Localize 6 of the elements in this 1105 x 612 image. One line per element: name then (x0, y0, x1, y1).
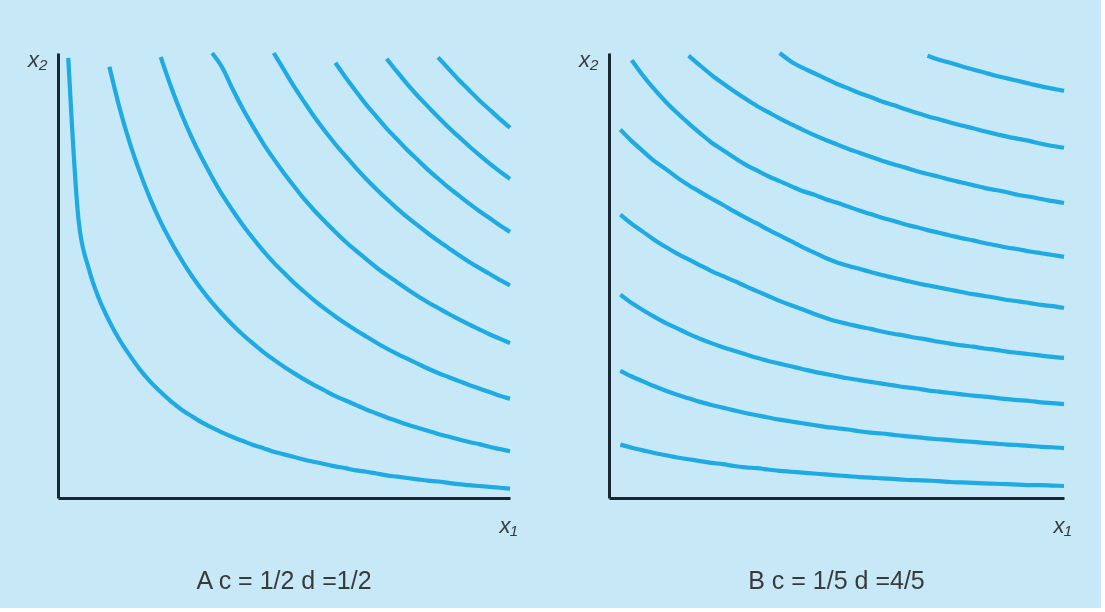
y-axis-title: x₂ (27, 46, 49, 72)
y-axis-title: x₂ (578, 46, 600, 72)
x-axis-title: x₁ (498, 512, 518, 538)
x-axis-title: x₁ (1052, 512, 1072, 538)
text: A c = 1/2 d =1/2 (196, 566, 372, 594)
text: B c = 1/5 d =4/5 (748, 566, 925, 594)
